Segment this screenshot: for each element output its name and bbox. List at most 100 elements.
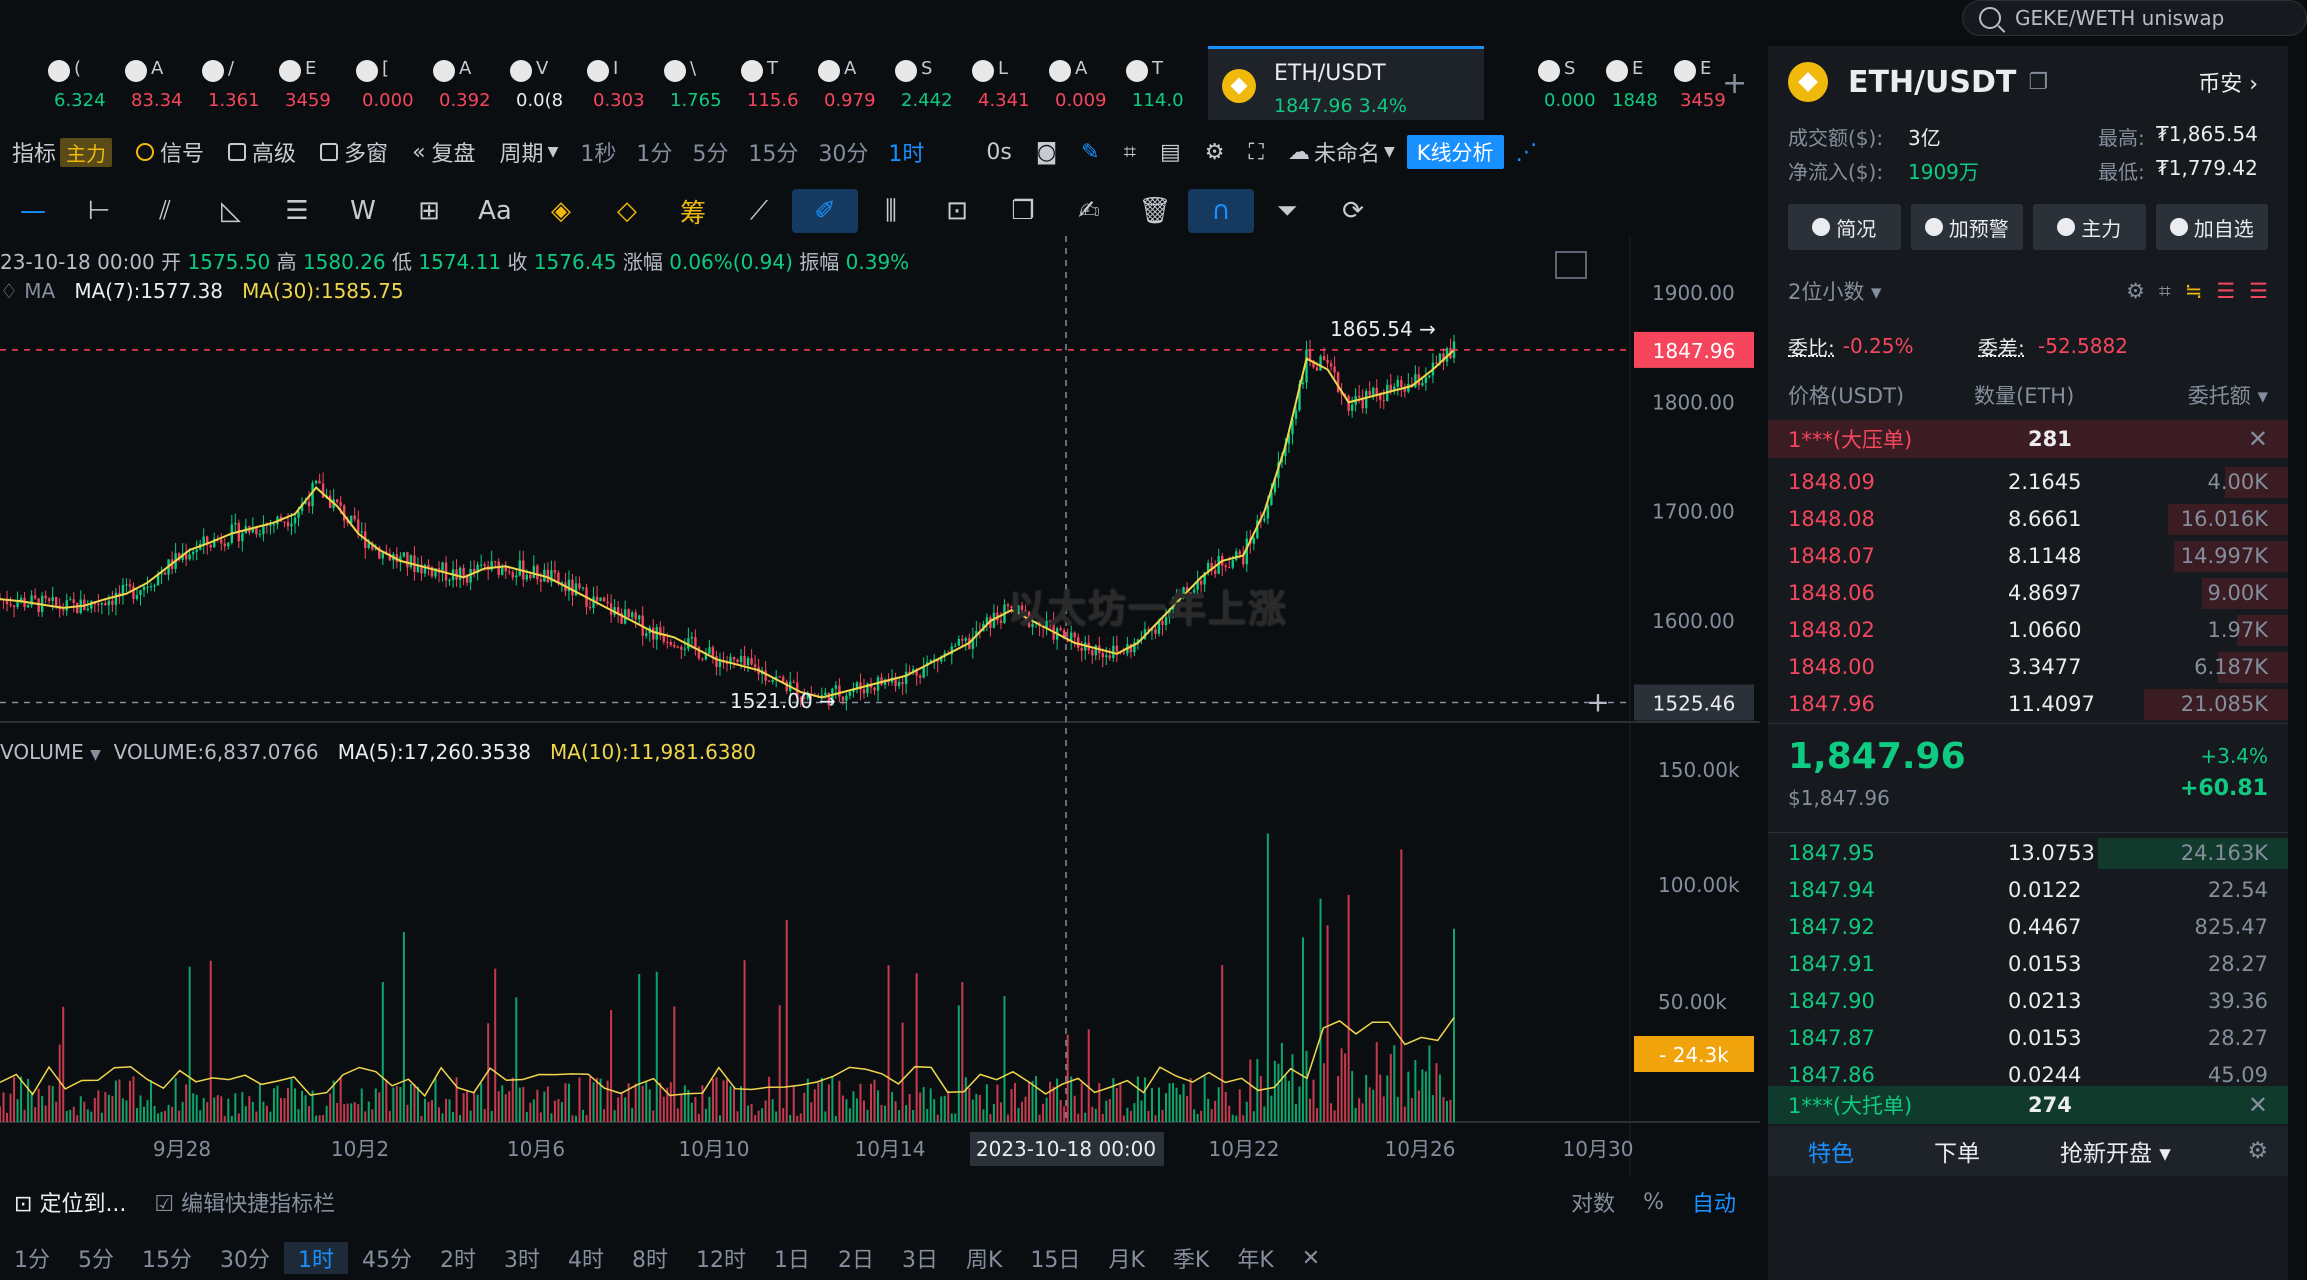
line-tool-icon[interactable]: —: [20, 196, 46, 226]
ticker-tab[interactable]: A 0.392: [385, 46, 491, 120]
period-dropdown[interactable]: 周期 ▼: [488, 136, 571, 168]
bottom-period-option[interactable]: 15分: [142, 1248, 192, 1273]
ticker-tab[interactable]: E 1848: [1558, 46, 1658, 120]
bottom-period-option[interactable]: 30分: [220, 1248, 270, 1273]
ticker-tab[interactable]: S 2.442: [847, 46, 953, 120]
fib-tool-icon[interactable]: ☰: [285, 196, 309, 226]
close-icon[interactable]: ✕: [2247, 1091, 2268, 1119]
chevron-down-icon[interactable]: ▼: [90, 747, 101, 763]
multi-window-button[interactable]: 多窗: [308, 136, 400, 168]
ticker-tab[interactable]: [0.000: [308, 46, 414, 120]
bottom-period-option[interactable]: 1时: [284, 1242, 348, 1274]
bid-row[interactable]: 1847.87 0.0153 28.27: [1768, 1020, 2288, 1057]
replay-button[interactable]: «复盘: [400, 136, 487, 168]
angle-tool-icon[interactable]: ◺: [221, 196, 241, 226]
panel-button[interactable]: 加预警: [1910, 204, 2023, 250]
period-option[interactable]: 1分: [636, 142, 673, 167]
bottom-period-option[interactable]: 3时: [504, 1248, 540, 1273]
ask-row[interactable]: 1848.09 2.1645 4.00K: [1768, 464, 2288, 501]
percent-scale-button[interactable]: %: [1643, 1189, 1664, 1215]
ticker-tab[interactable]: T 114.0: [1078, 46, 1184, 120]
ask-row[interactable]: 1848.02 1.0660 1.97K: [1768, 612, 2288, 649]
ticker-tab[interactable]: V 0.0(8: [462, 46, 563, 120]
ask-row[interactable]: 1848.07 8.1148 14.997K: [1768, 538, 2288, 575]
copy-icon[interactable]: ❐: [2028, 69, 2049, 95]
ruler-tool-icon[interactable]: ⟋: [749, 195, 769, 226]
ticker-tab[interactable]: A 0.009: [1001, 46, 1107, 120]
settings-icon[interactable]: ⚙: [1204, 139, 1225, 165]
bottom-period-option[interactable]: 周K: [966, 1248, 1003, 1273]
filter-icon[interactable]: ⏷: [1276, 195, 1298, 226]
col-amount-dropdown[interactable]: 委托额 ▾: [2187, 384, 2268, 408]
ticker-tab[interactable]: A 83.34: [77, 46, 183, 120]
close-icon[interactable]: ✕: [2247, 425, 2268, 453]
exchange-dropdown[interactable]: 币安 ›: [2198, 72, 2258, 97]
panel-button[interactable]: 主力: [2033, 204, 2146, 250]
trash-icon[interactable]: 🗑: [1138, 196, 1172, 226]
template-icon[interactable]: ▤: [1160, 139, 1181, 165]
share-icon[interactable]: ⋰: [1515, 139, 1538, 165]
ticker-tab[interactable]: S 0.000: [1490, 46, 1596, 120]
layout-icon[interactable]: ⌗: [2158, 278, 2171, 303]
lock-tool-icon[interactable]: ⊡: [946, 196, 968, 226]
pattern-tool-icon[interactable]: ◈: [551, 196, 571, 226]
ask-row[interactable]: 1847.96 11.4097 21.085K: [1768, 686, 2288, 723]
search-input[interactable]: GEKE/WETH uniswap: [1962, 0, 2307, 36]
chip-tool-icon[interactable]: 筹: [679, 198, 706, 229]
ticker-tab[interactable]: L 4.341: [924, 46, 1030, 120]
note-tool-icon[interactable]: ✍: [1078, 196, 1100, 226]
tab-new-listing[interactable]: 抢新开盘 ▾: [2060, 1141, 2171, 1167]
settings-icon[interactable]: ⚙: [2247, 1138, 2268, 1164]
copy-tool-icon[interactable]: ❐: [1011, 196, 1035, 226]
settings-icon[interactable]: ⚙: [2126, 279, 2145, 303]
ticker-tab[interactable]: A 0.979: [770, 46, 876, 120]
ticker-tab[interactable]: /1.361: [154, 46, 260, 120]
tab-featured[interactable]: 特色: [1808, 1141, 1854, 1167]
ticker-tab[interactable]: E 3459: [231, 46, 331, 120]
bottom-period-option[interactable]: 12时: [696, 1248, 746, 1273]
brush-tool-icon[interactable]: ✐: [792, 189, 858, 233]
bottom-period-option[interactable]: 15日: [1030, 1248, 1081, 1273]
sync-tool-icon[interactable]: ⟳: [1342, 196, 1364, 226]
bottom-period-option[interactable]: 1日: [774, 1248, 810, 1273]
bid-row[interactable]: 1847.90 0.0213 39.36: [1768, 983, 2288, 1020]
ticker-tab[interactable]: \ 1.765: [616, 46, 722, 120]
period-option[interactable]: 1秒: [580, 142, 617, 167]
close-icon[interactable]: ✕: [1301, 1245, 1321, 1271]
bottom-period-option[interactable]: 4时: [568, 1248, 604, 1273]
bottom-period-option[interactable]: 5分: [78, 1248, 114, 1273]
ask-row[interactable]: 1848.08 8.6661 16.016K: [1768, 501, 2288, 538]
expand-icon[interactable]: [1555, 251, 1587, 279]
big-buy-row[interactable]: 1***(大托单) 274 ✕: [1768, 1086, 2288, 1124]
big-sell-row[interactable]: 1***(大压单) 281 ✕: [1768, 420, 2288, 458]
period-option[interactable]: 5分: [692, 142, 729, 167]
bottom-period-option[interactable]: 45分: [362, 1248, 412, 1273]
text-tool-icon[interactable]: Aa: [478, 196, 512, 226]
auto-scale-button[interactable]: 自动: [1691, 1192, 1736, 1217]
bottom-period-option[interactable]: 2时: [440, 1248, 476, 1273]
panel-button[interactable]: 加自选: [2155, 204, 2268, 250]
wave-tool-icon[interactable]: W: [350, 196, 376, 226]
panel-button[interactable]: 简况: [1788, 204, 1901, 250]
layout-icon[interactable]: ⌗: [1123, 139, 1136, 165]
bottom-period-option[interactable]: 1分: [14, 1248, 50, 1273]
advanced-button[interactable]: 高级: [216, 136, 308, 168]
channel-tool-icon[interactable]: ⫽: [159, 195, 171, 226]
hline-tool-icon[interactable]: ⊢: [87, 196, 111, 226]
bell-icon[interactable]: ♢: [0, 279, 18, 303]
ask-only-icon[interactable]: ☰: [2216, 279, 2236, 303]
crosshair-plus-icon[interactable]: +: [1586, 685, 1609, 718]
kline-analysis-button[interactable]: K线分析: [1406, 135, 1504, 169]
rect-tool-icon[interactable]: ⊞: [418, 196, 440, 226]
signal-button[interactable]: 信号: [124, 136, 216, 168]
period-option[interactable]: 1时: [888, 142, 925, 167]
bid-only-icon[interactable]: ☰: [2249, 279, 2268, 303]
forecast-tool-icon[interactable]: ◇: [617, 196, 637, 226]
ask-row[interactable]: 1848.00 3.3477 6.187K: [1768, 649, 2288, 686]
ticker-tab[interactable]: E 3459: [1626, 46, 1726, 120]
kline-chart[interactable]: 1900.00 1800.00 1700.00 1600.00 150.00k 100.0…: [0, 236, 1760, 1176]
bottom-period-option[interactable]: 8时: [632, 1248, 668, 1273]
bottom-period-option[interactable]: 季K: [1172, 1248, 1210, 1273]
compare-tool-icon[interactable]: ⫼: [885, 195, 897, 226]
bid-row[interactable]: 1847.91 0.0153 28.27: [1768, 946, 2288, 983]
